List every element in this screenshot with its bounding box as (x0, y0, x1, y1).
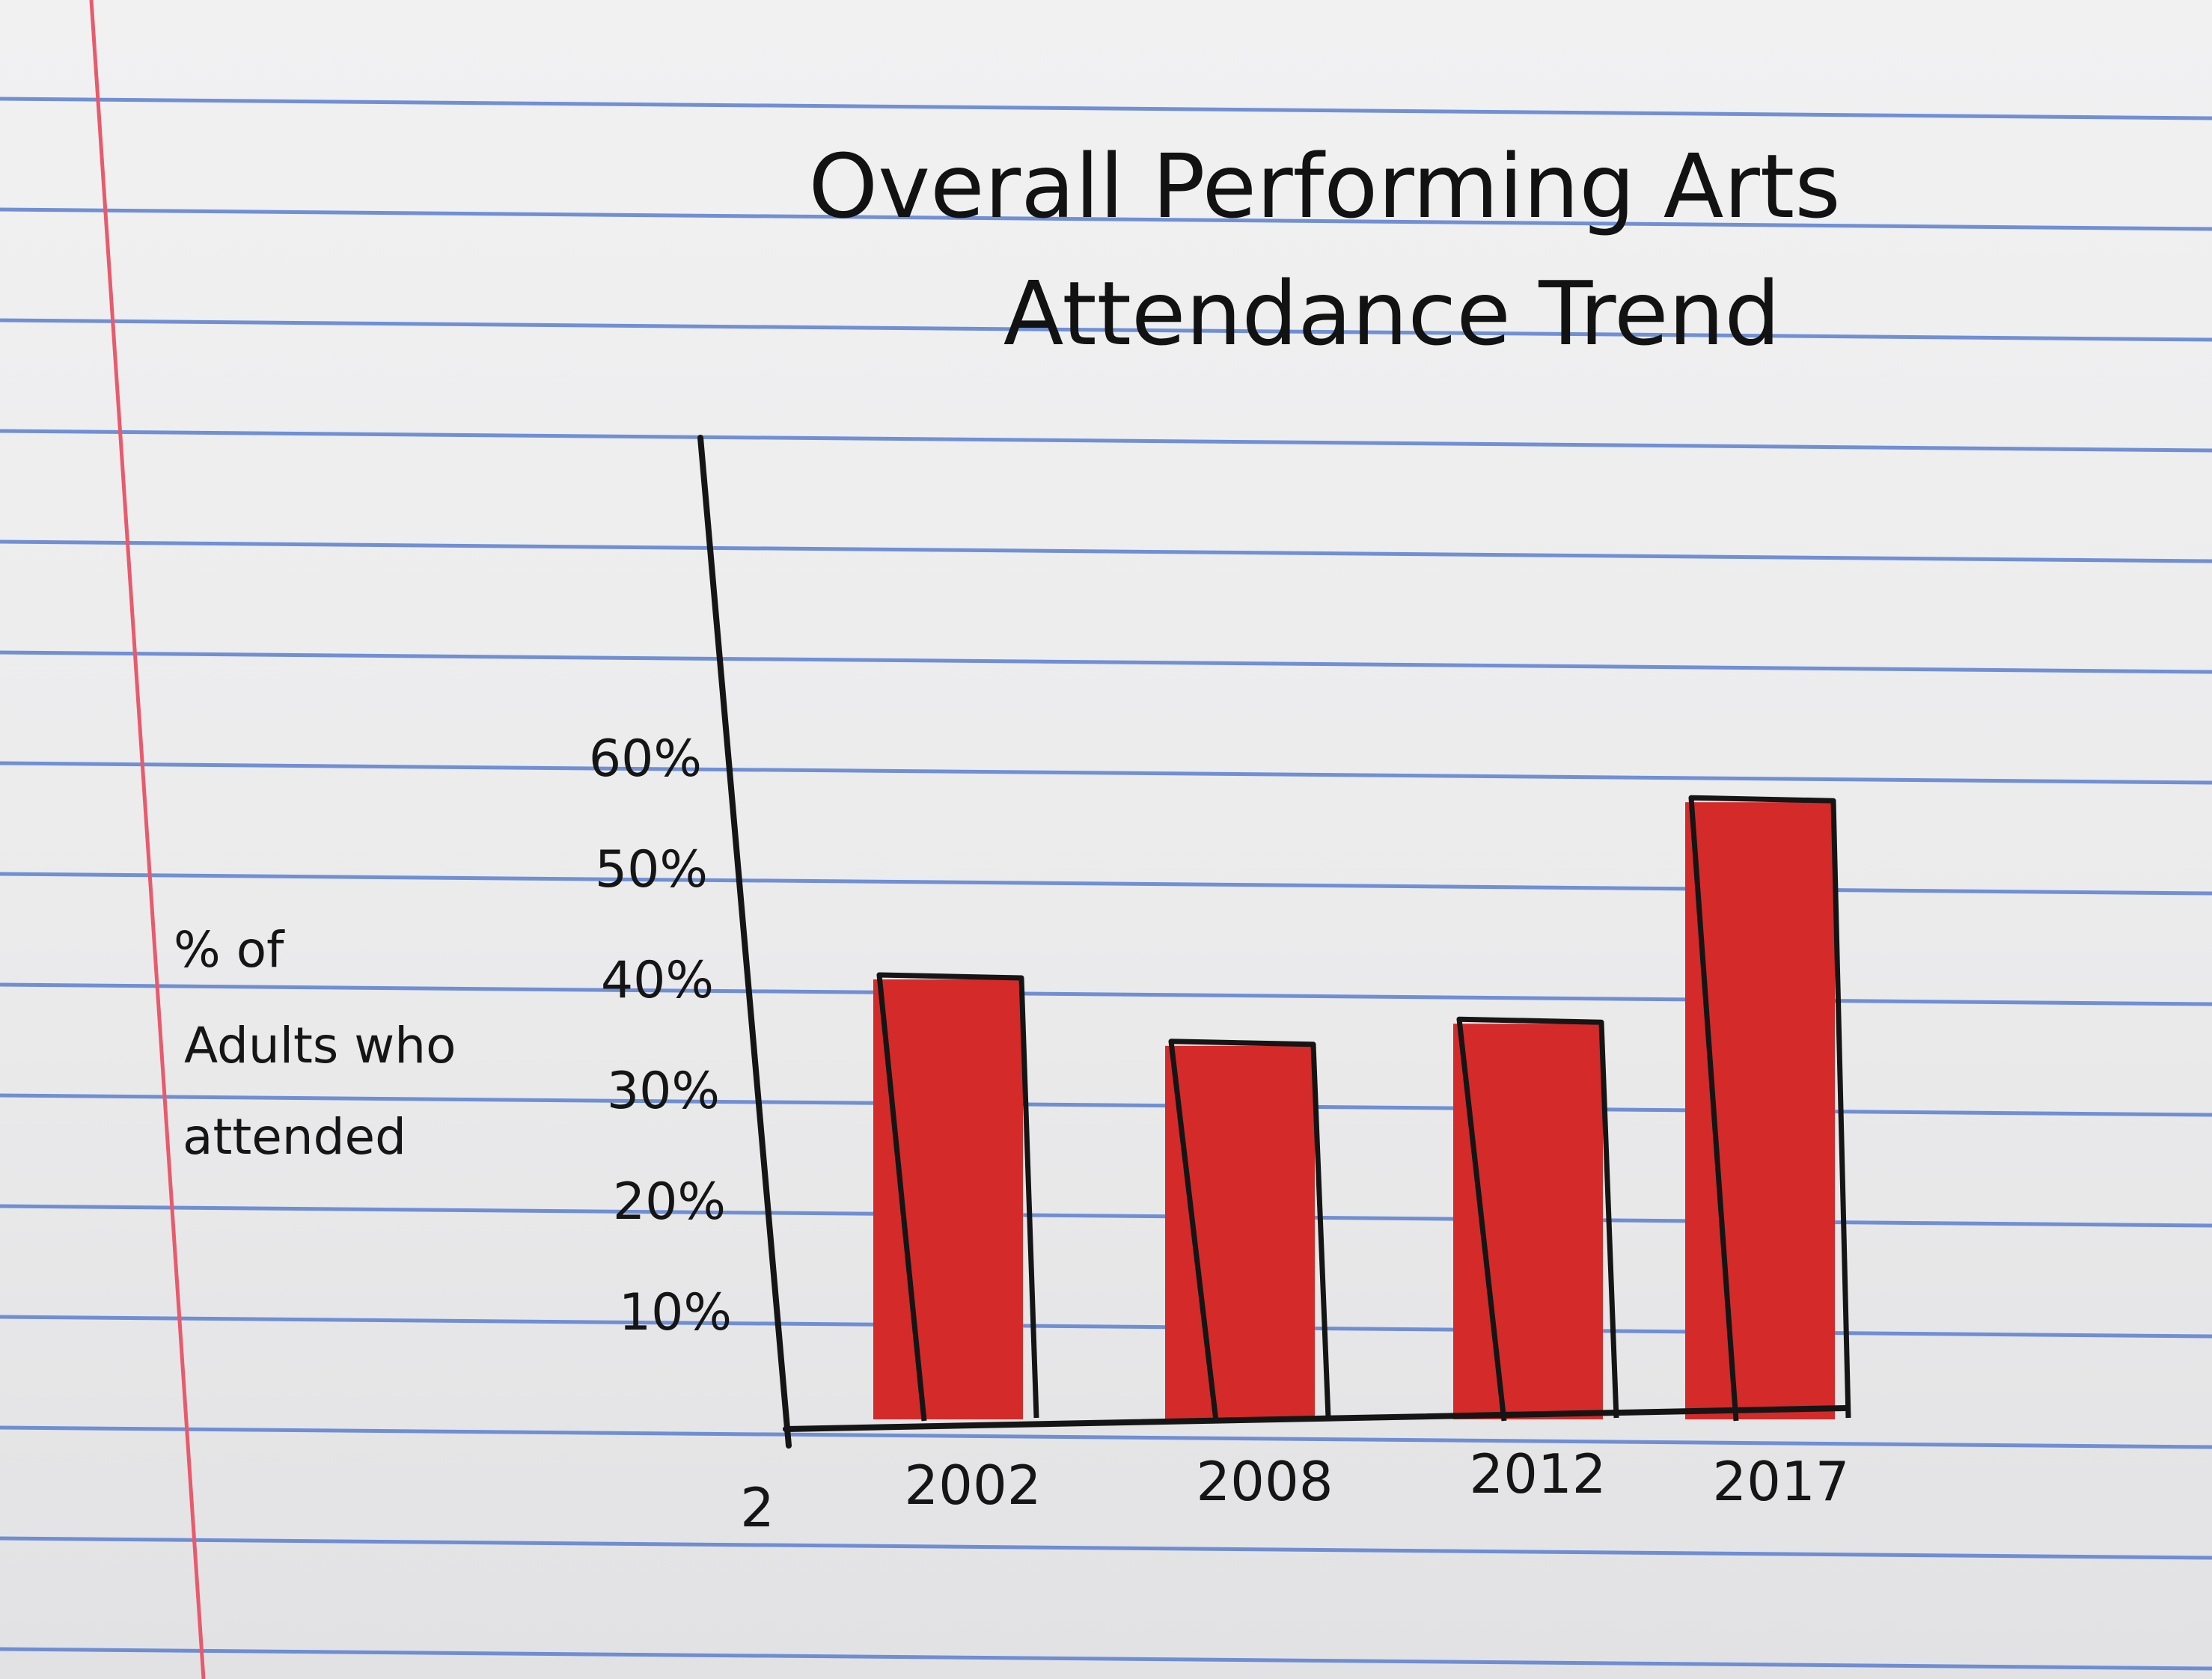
ruled-line (0, 1647, 2212, 1671)
ruled-line (0, 1425, 2212, 1449)
bar-outline-2002 (876, 972, 1039, 1422)
ruled-line (0, 872, 2212, 896)
ruled-line (0, 429, 2212, 453)
y-axis-label-line-2: Adults who (184, 1017, 456, 1074)
y-axis-label-line-1: % of (174, 921, 285, 979)
chart-title-line-1: Overall Performing Arts (808, 135, 1840, 238)
y-tick-label: 20% (613, 1172, 726, 1232)
chart-title: Overall Performing Arts Attendance Trend (808, 135, 1840, 365)
bar-outline-2012 (1456, 1016, 1619, 1422)
y-tick-labels: 10% 20% 30% 40% 50% 60% (589, 730, 732, 1342)
bar-2012 (1453, 1024, 1603, 1419)
bar-2008 (1165, 1045, 1315, 1419)
y-tick-label: 50% (595, 840, 708, 899)
y-tick-label: 40% (601, 951, 714, 1010)
x-category-labels: 2002 2008 2012 2017 (904, 1443, 1849, 1517)
margin-line (89, 0, 206, 1679)
y-tick-label: 10% (619, 1283, 732, 1342)
y-tick-label: 60% (589, 730, 702, 789)
bar-2002 (873, 979, 1023, 1419)
x-category-label: 2017 (1712, 1450, 1849, 1513)
x-category-label: 2008 (1196, 1450, 1333, 1513)
y-axis-label: % of Adults who attended (174, 921, 456, 1166)
ruled-line (0, 97, 2212, 120)
ruled-line (0, 539, 2212, 563)
ruled-line (0, 1204, 2212, 1228)
ruled-line (0, 318, 2212, 342)
ruled-line (0, 1315, 2212, 1339)
bar-outline-2008 (1168, 1039, 1331, 1422)
bar-2017 (1685, 802, 1835, 1419)
ruled-line (0, 761, 2212, 785)
ruled-line (0, 982, 2212, 1006)
ruled-line (0, 650, 2212, 674)
x-axis (783, 1405, 1848, 1432)
y-axis (697, 435, 792, 1449)
x-category-label: 2002 (904, 1454, 1041, 1517)
ruled-line (0, 207, 2212, 231)
bars (873, 795, 1851, 1422)
ruled-lines (0, 97, 2212, 1671)
bar-outline-2017 (1688, 795, 1851, 1422)
y-tick-label: 30% (607, 1062, 720, 1121)
y-axis-label-line-3: attended (183, 1108, 406, 1166)
origin-label: 2 (740, 1476, 774, 1539)
chart-title-line-2: Attendance Trend (1003, 262, 1781, 365)
x-category-label: 2012 (1469, 1443, 1606, 1505)
ruled-line (0, 1536, 2212, 1560)
